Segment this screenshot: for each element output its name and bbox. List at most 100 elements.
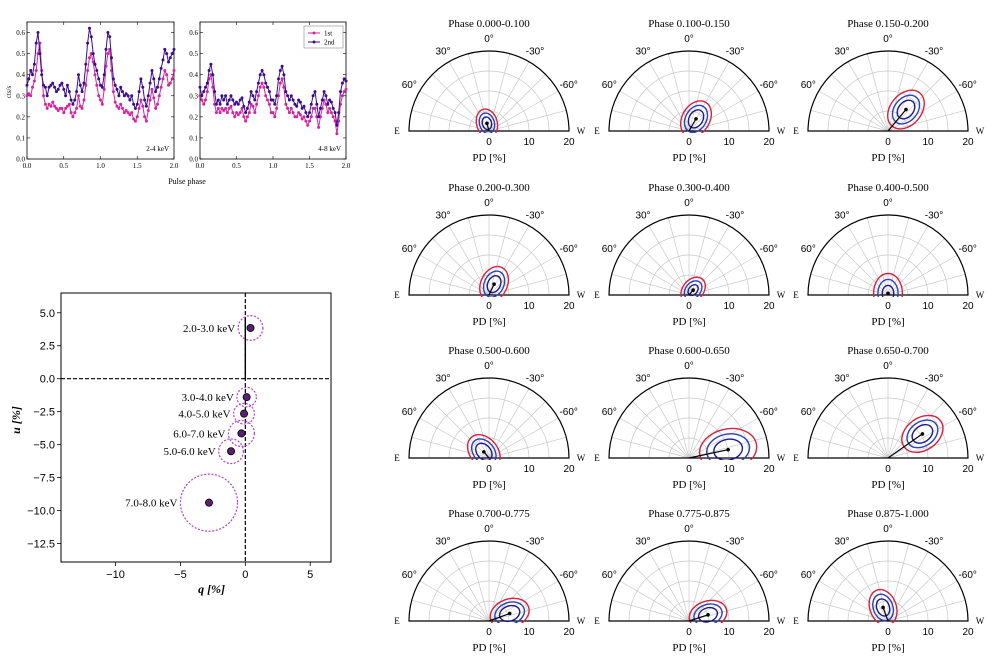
data-point-2nd: [251, 94, 255, 98]
data-point-2nd: [280, 64, 284, 68]
angular-gridline: [887, 388, 929, 459]
data-point-2nd: [168, 56, 172, 60]
polar-boundary: [807, 50, 969, 132]
polar-boundary: [807, 377, 969, 459]
data-point-1st: [69, 111, 73, 115]
data-point: [227, 447, 236, 456]
best-fit-point: [904, 107, 908, 112]
angle-label: 30°: [435, 210, 450, 221]
data-point-1st: [152, 96, 156, 100]
radial-tick-label: 0: [885, 137, 891, 148]
angular-gridline: [688, 599, 767, 622]
data-point-2nd: [84, 62, 88, 66]
data-point-1st: [91, 60, 95, 64]
data-point-2nd: [135, 102, 139, 106]
data-point-1st: [132, 117, 136, 121]
data-point-2nd: [240, 96, 244, 100]
data-point-2nd: [216, 98, 220, 102]
data-point-1st: [78, 104, 82, 108]
east-label: E: [594, 290, 600, 300]
data-point-1st: [306, 123, 310, 127]
data-point-1st: [297, 111, 301, 115]
data-point-1st: [130, 111, 134, 115]
contour-group: [475, 108, 499, 133]
y-tick-label: 0.2: [189, 113, 198, 121]
data-point-2nd: [337, 111, 341, 115]
angle-label: 30°: [834, 373, 849, 384]
angle-label: 0°: [883, 198, 893, 209]
angle-label: 30°: [834, 210, 849, 221]
data-point-1st: [168, 81, 172, 85]
data-point-1st: [218, 111, 222, 115]
data-point-2nd: [65, 83, 69, 87]
data-point-2nd: [211, 73, 215, 77]
data-point-2nd: [235, 100, 238, 104]
angular-gridline: [688, 543, 711, 622]
data-point-1st: [45, 106, 49, 110]
angular-gridline: [619, 90, 690, 132]
radial-tick-label: 20: [563, 464, 575, 475]
west-label: W: [577, 290, 586, 300]
data-point-2nd: [91, 52, 95, 56]
data-point-1st: [73, 111, 77, 115]
data-point-1st: [200, 98, 204, 102]
pd-axis-label: PD [%]: [472, 479, 505, 491]
qu-plane-panel: −10 −5 0 5 5.0 2.5 0.0 −2.5 −5.0 −7.5 −10.0 −12.5 q …: [9, 292, 332, 596]
data-point-1st: [302, 115, 306, 119]
angular-gridline: [688, 380, 711, 459]
x-tick-label: 1.0: [269, 162, 278, 170]
data-point-2nd: [133, 106, 137, 110]
data-point-2nd: [78, 83, 82, 87]
data-point-2nd: [205, 81, 209, 85]
data-point-1st: [211, 85, 215, 89]
best-fit-point: [485, 121, 489, 126]
data-point-2nd: [258, 73, 262, 77]
data-point-2nd: [108, 35, 112, 39]
data-point-1st: [119, 102, 123, 106]
data-point-1st: [298, 113, 302, 117]
x-tick-label: 2.0: [342, 162, 351, 170]
data-point: [246, 323, 255, 332]
data-point-2nd: [69, 98, 73, 102]
data-point-1st: [27, 92, 31, 96]
data-point: [237, 429, 246, 438]
data-point-1st: [255, 102, 259, 106]
data-point-2nd: [328, 98, 332, 102]
data-point-2nd: [304, 111, 308, 115]
angular-gridline: [667, 543, 690, 622]
data-point-1st: [95, 83, 99, 87]
x-tick-label: 0.0: [196, 162, 205, 170]
radial-tick-label: 20: [962, 137, 974, 148]
east-label: E: [594, 616, 600, 626]
data-point-2nd: [152, 77, 156, 81]
data-point-1st: [287, 111, 291, 115]
data-point-2nd: [88, 26, 91, 30]
data-point-2nd: [335, 123, 339, 127]
y-tick-label: 0.2: [16, 113, 25, 121]
angular-gridline: [887, 109, 966, 132]
angular-gridline: [632, 238, 690, 296]
angular-gridline: [810, 436, 889, 459]
data-point-2nd: [148, 81, 152, 85]
angle-label: -60°: [759, 407, 777, 418]
data-point-1st: [51, 100, 55, 104]
data-point-1st: [216, 106, 220, 110]
confidence-contour: [679, 100, 713, 133]
data-point-1st: [204, 98, 207, 102]
angle-label: 0°: [684, 198, 694, 209]
data-point-2nd: [286, 94, 290, 98]
x-tick-label: −5: [174, 569, 187, 581]
polar-boundary: [608, 214, 770, 296]
data-point-1st: [229, 104, 233, 108]
angular-gridline: [831, 401, 889, 459]
data-point-1st: [88, 56, 91, 60]
data-point-1st: [266, 98, 269, 102]
data-point-2nd: [73, 98, 77, 102]
angular-gridline: [432, 564, 490, 622]
angle-label: 0°: [484, 524, 494, 535]
angular-gridline: [488, 109, 567, 132]
legend-label: 1st: [324, 30, 332, 38]
polar-subplot: Phase 0.200-0.300 0° 30° -30° 60° -60° E W 0 10 20…: [394, 182, 586, 328]
radial-tick-label: 10: [922, 464, 934, 475]
data-point-2nd: [202, 90, 206, 94]
